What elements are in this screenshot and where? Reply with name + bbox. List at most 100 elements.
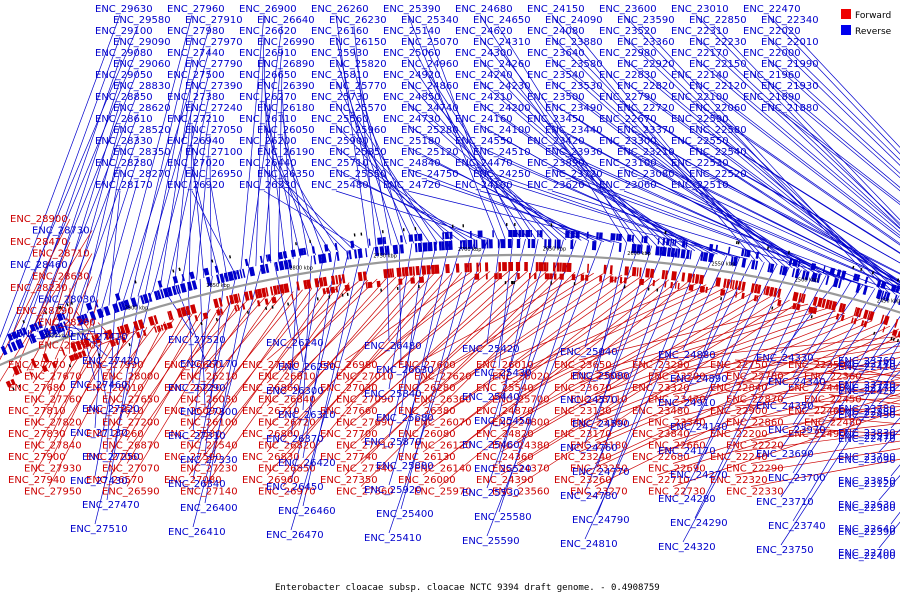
- reverse-gene: [153, 290, 159, 301]
- legend-reverse-swatch: [841, 25, 851, 35]
- forward-gene: [415, 265, 420, 276]
- reverse-gene-label: ENC_22150: [689, 59, 747, 70]
- reverse-gene-label: ENC_26460: [278, 506, 336, 517]
- reverse-gene: [239, 269, 243, 279]
- gene-marker: [271, 305, 274, 309]
- reverse-gene-label: ENC_25410: [364, 533, 422, 544]
- reverse-gene-label: ENC_24810: [560, 539, 618, 550]
- reverse-gene: [232, 270, 238, 280]
- forward-gene: [734, 280, 739, 290]
- reverse-gene-label: ENC_28280: [95, 158, 153, 169]
- reverse-gene-label: ENC_22020: [743, 26, 801, 37]
- forward-gene: [467, 263, 470, 273]
- forward-gene: [585, 274, 589, 281]
- forward-gene: [670, 282, 674, 289]
- label-connector: [30, 69, 139, 335]
- reverse-gene-label: ENC_22630: [838, 500, 896, 511]
- reverse-gene: [189, 271, 195, 280]
- reverse-gene-label: ENC_25520: [474, 464, 532, 475]
- reverse-gene: [666, 247, 672, 257]
- reverse-gene-label: ENC_23540: [527, 70, 585, 81]
- reverse-gene-label: ENC_25530: [462, 488, 520, 499]
- reverse-gene: [16, 329, 21, 338]
- forward-gene-label: ENC_26030: [180, 395, 238, 406]
- label-connector: [656, 370, 900, 430]
- forward-gene-label: ENC_26980: [320, 360, 378, 371]
- reverse-gene: [875, 289, 883, 300]
- reverse-gene: [417, 233, 423, 241]
- reverse-gene-label: ENC_23590: [617, 15, 675, 26]
- forward-gene: [831, 300, 838, 311]
- reverse-gene: [282, 251, 288, 259]
- forward-gene-label: ENC_28220: [38, 341, 96, 352]
- forward-gene-label: ENC_27070: [102, 464, 160, 475]
- reverse-gene: [685, 249, 690, 260]
- reverse-gene: [374, 246, 380, 257]
- reverse-gene: [512, 230, 518, 238]
- label-connector: [58, 113, 139, 324]
- reverse-gene: [507, 239, 512, 249]
- reverse-gene-label: ENC_24770: [572, 467, 630, 478]
- forward-gene-label: ENC_27620: [414, 372, 472, 383]
- label-connector: [422, 278, 660, 453]
- label-connector: [335, 36, 384, 247]
- reverse-gene-label: ENC_26300: [266, 386, 324, 397]
- label-connector: [713, 113, 900, 244]
- label-connector: [780, 278, 839, 354]
- forward-gene: [12, 365, 20, 376]
- forward-gene-label: ENC_27990: [86, 360, 144, 371]
- kbp-tick-label: 2750 kbp: [373, 253, 397, 259]
- forward-gene-label: ENC_22490: [788, 429, 846, 440]
- reverse-gene-label: ENC_26470: [266, 530, 324, 541]
- label-connector: [594, 320, 873, 441]
- label-connector: [623, 14, 882, 291]
- reverse-gene-label: ENC_25480: [311, 180, 369, 191]
- forward-gene: [318, 277, 324, 287]
- forward-gene-label: ENC_27650: [102, 395, 160, 406]
- reverse-gene-label: ENC_25880: [376, 461, 434, 472]
- forward-gene: [840, 314, 845, 322]
- reverse-gene: [267, 254, 272, 262]
- reverse-gene: [530, 230, 532, 238]
- reverse-gene-label: ENC_23970: [768, 425, 826, 436]
- reverse-gene-label: ENC_23780: [838, 404, 896, 415]
- label-connector: [596, 251, 703, 516]
- forward-gene-label: ENC_27090: [336, 395, 394, 406]
- reverse-gene: [56, 323, 63, 333]
- gene-marker: [211, 259, 214, 263]
- label-connector: [44, 91, 139, 330]
- gene-marker: [896, 278, 900, 282]
- reverse-gene-label: ENC_26630: [376, 365, 434, 376]
- forward-gene-label: ENC_26660: [164, 360, 222, 371]
- reverse-gene-label: ENC_25450: [474, 416, 532, 427]
- kbp-tick-label: 2550 kbp: [711, 262, 735, 268]
- kbp-tick-label: 2900 kbp: [125, 306, 149, 312]
- label-connector: [828, 417, 900, 425]
- label-connector: [204, 282, 350, 487]
- reverse-gene-label: ENC_22590: [671, 114, 729, 125]
- forward-gene-label: ENC_27360: [336, 487, 394, 498]
- forward-gene-label: ENC_25700: [492, 395, 550, 406]
- label-connector: [110, 309, 211, 453]
- forward-gene-label: ENC_27690: [336, 418, 394, 429]
- reverse-gene: [302, 247, 307, 256]
- label-connector: [400, 242, 425, 414]
- forward-gene-label: ENC_24380: [492, 441, 550, 452]
- forward-gene: [137, 319, 145, 330]
- forward-gene-label: ENC_27350: [320, 475, 378, 486]
- reverse-gene: [657, 237, 660, 245]
- reverse-gene: [670, 238, 673, 246]
- forward-gene: [387, 268, 391, 278]
- label-connector: [695, 124, 900, 254]
- reverse-gene-label: ENC_29080: [95, 48, 153, 59]
- forward-gene: [476, 262, 479, 272]
- forward-gene-label: ENC_26830: [242, 452, 300, 463]
- forward-gene: [335, 286, 339, 293]
- forward-gene-label: ENC_27710: [336, 441, 394, 452]
- forward-gene: [153, 315, 159, 325]
- forward-gene-label: ENC_23130: [554, 406, 612, 417]
- reverse-gene-label: ENC_22120: [689, 81, 747, 92]
- forward-gene-label: ENC_23280: [632, 360, 690, 371]
- reverse-gene: [631, 234, 635, 242]
